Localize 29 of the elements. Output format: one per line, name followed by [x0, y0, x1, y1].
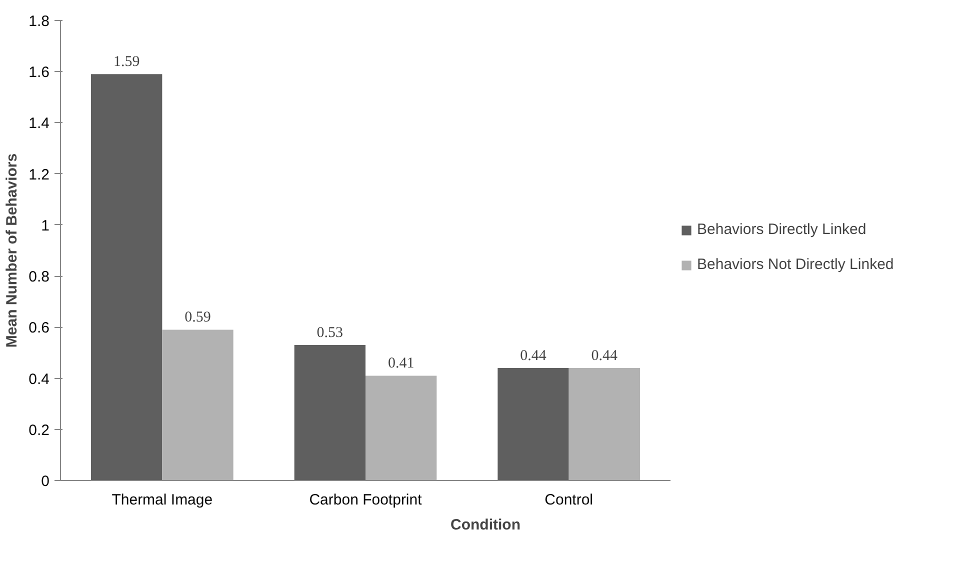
x-tick-label: Carbon Footprint: [309, 492, 423, 508]
data-label: 0.53: [316, 325, 344, 342]
y-tick-label: 1.4: [28, 115, 50, 132]
bar: [294, 345, 366, 480]
data-label: 0.59: [184, 310, 211, 326]
y-tick-label: 0: [41, 473, 50, 490]
y-tick-label: 1.8: [28, 13, 50, 30]
x-tick-label: Thermal Image: [112, 492, 213, 508]
y-tick-label: 0.2: [28, 422, 50, 439]
legend-label: Behaviors Not Directly Linked: [697, 256, 894, 273]
data-label: 0.41: [388, 356, 414, 372]
x-tick-label: Control: [544, 492, 594, 508]
bar: [568, 368, 640, 480]
bar: [91, 74, 162, 480]
y-tick-label: 0.4: [28, 370, 50, 388]
y-axis-title: Mean Number of Behaviors: [4, 153, 21, 348]
bar: [366, 376, 437, 480]
x-axis-title: Condition: [450, 516, 520, 534]
y-tick-label: 1.6: [28, 64, 50, 82]
bar: [498, 368, 569, 480]
legend-label: Behaviors Directly Linked: [697, 221, 866, 238]
y-tick-label: 0.8: [28, 268, 50, 286]
y-tick-label: 0.6: [28, 320, 50, 337]
data-label: 0.44: [520, 348, 547, 364]
bar: [162, 330, 234, 480]
data-label: 1.59: [113, 54, 140, 70]
data-label: 0.44: [591, 348, 618, 364]
y-tick-label: 1.2: [28, 166, 50, 184]
y-tick-label: 1: [41, 217, 50, 234]
